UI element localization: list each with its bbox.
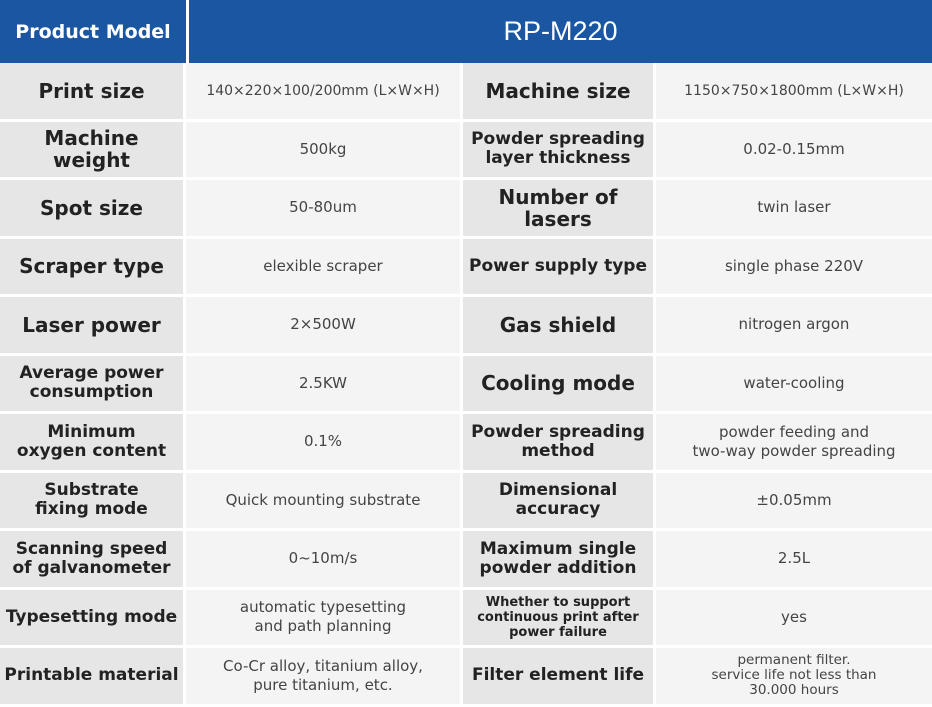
- spec-label: Power supply type: [463, 238, 656, 297]
- spec-label: Cooling mode: [463, 355, 656, 414]
- spec-label: Machine weight: [0, 121, 186, 180]
- spec-label: Substrate fixing mode: [0, 472, 186, 531]
- spec-label: Printable material: [0, 648, 186, 707]
- spec-label: Dimensional accuracy: [463, 472, 656, 531]
- spec-value: nitrogen argon: [656, 297, 932, 356]
- spec-value: elexible scraper: [186, 238, 463, 297]
- spec-label: Powder spreading layer thickness: [463, 121, 656, 180]
- spec-label: Average power consumption: [0, 355, 186, 414]
- spec-value: 140×220×100/200mm (L×W×H): [186, 63, 463, 122]
- spec-value: 2×500W: [186, 297, 463, 356]
- spec-label: Whether to support continuous print afte…: [463, 589, 656, 648]
- spec-value: 1150×750×1800mm (L×W×H): [656, 63, 932, 122]
- product-model-value: RP-M220: [189, 0, 932, 63]
- spec-value: Co-Cr alloy, titanium alloy, pure titani…: [186, 648, 463, 707]
- spec-label: Minimum oxygen content: [0, 414, 186, 473]
- spec-label: Gas shield: [463, 297, 656, 356]
- header-divider: [186, 0, 189, 63]
- spec-value: twin laser: [656, 180, 932, 239]
- spec-value: 500kg: [186, 121, 463, 180]
- spec-label: Laser power: [0, 297, 186, 356]
- spec-value: single phase 220V: [656, 238, 932, 297]
- spec-label: Typesetting mode: [0, 589, 186, 648]
- table-header: Product Model RP-M220: [0, 0, 932, 63]
- spec-value: automatic typesetting and path planning: [186, 589, 463, 648]
- spec-value: 0.02-0.15mm: [656, 121, 932, 180]
- product-model-label: Product Model: [0, 0, 186, 63]
- spec-value: yes: [656, 589, 932, 648]
- spec-label: Scraper type: [0, 238, 186, 297]
- spec-value: 0.1%: [186, 414, 463, 473]
- spec-table: Print size 140×220×100/200mm (L×W×H) Mac…: [0, 63, 932, 707]
- spec-value: 50-80um: [186, 180, 463, 239]
- spec-label: Maximum single powder addition: [463, 531, 656, 590]
- spec-label: Number of lasers: [463, 180, 656, 239]
- spec-label: Powder spreading method: [463, 414, 656, 473]
- spec-label: Print size: [0, 63, 186, 122]
- spec-value: permanent filter. service life not less …: [656, 648, 932, 707]
- spec-value: 0~10m/s: [186, 531, 463, 590]
- spec-value: 2.5L: [656, 531, 932, 590]
- spec-value: powder feeding and two-way powder spread…: [656, 414, 932, 473]
- spec-value: water-cooling: [656, 355, 932, 414]
- spec-value: 2.5KW: [186, 355, 463, 414]
- spec-label: Filter element life: [463, 648, 656, 707]
- spec-label: Spot size: [0, 180, 186, 239]
- spec-label: Machine size: [463, 63, 656, 122]
- spec-value: ±0.05mm: [656, 472, 932, 531]
- spec-label: Scanning speed of galvanometer: [0, 531, 186, 590]
- spec-value: Quick mounting substrate: [186, 472, 463, 531]
